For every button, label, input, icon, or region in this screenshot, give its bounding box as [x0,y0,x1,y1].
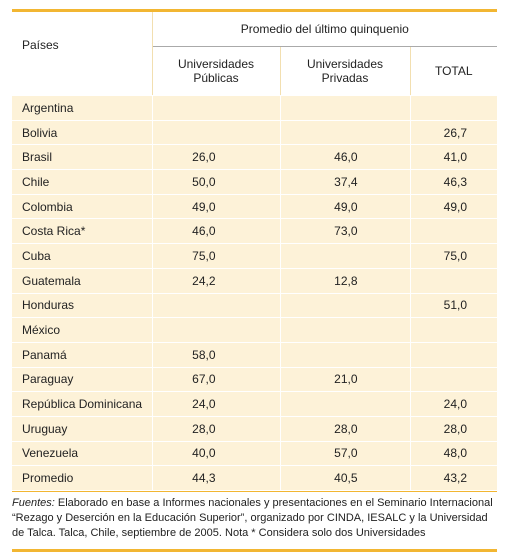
value-cell: 28,0 [280,416,411,442]
row-label: Promedio [12,465,153,491]
value-cell: 75,0 [410,243,497,269]
bottom-table-rule [12,491,497,492]
row-label: Paraguay [12,367,153,393]
header-cell: TOTAL [410,46,497,96]
value-cell: 41,0 [410,144,497,171]
value-cell [410,218,497,245]
top-rule [12,9,497,12]
value-cell: 46,3 [410,169,497,195]
row-label: Costa Rica* [12,218,153,245]
table-row: Honduras 51,0 [12,293,497,319]
value-cell: 75,0 [152,243,281,269]
table-row: México [12,317,497,343]
value-cell [152,120,281,146]
value-cell [152,293,281,319]
bottom-rule [12,549,497,552]
header-text: Universidades Privadas [306,57,384,85]
table-row: República Dominicana 24,0 24,0 [12,391,497,417]
table-frame: Países Promedio del último quinquenio Un… [12,9,497,552]
value-cell: 48,0 [410,441,497,467]
row-label: Bolivia [12,120,153,146]
value-cell: 24,0 [410,391,497,417]
table-row: Bolivia 26,7 [12,120,497,146]
footnote-text: Elaborado en base a Informes nacionales … [12,497,493,539]
header-cell: Universidades Públicas [152,46,281,96]
group-header: Promedio del último quinquenio [152,12,497,47]
table-row: Brasil 26,0 46,0 41,0 [12,144,497,171]
row-label: República Dominicana [12,391,153,417]
table-row: Promedio 44,3 40,5 43,2 [12,465,497,491]
value-cell [280,243,411,269]
value-cell: 28,0 [152,416,281,442]
value-cell: 46,0 [152,218,281,245]
row-label: Colombia [12,194,153,220]
footnote: Fuentes: Elaborado en base a Informes na… [4,496,502,541]
value-cell [410,268,497,294]
table-row: Chile 50,0 37,4 46,3 [12,169,497,195]
table-row: Uruguay 28,0 28,0 28,0 [12,416,497,442]
value-cell [280,317,411,343]
row-label: Brasil [12,144,153,171]
footnote-label: Fuentes: [12,497,55,509]
value-cell: 24,2 [152,268,281,294]
value-cell: 44,3 [152,465,281,491]
row-label: Guatemala [12,268,153,294]
table-body: Argentina Bolivia 26,7 Brasil 26,0 46,0 41,0 Ch… [12,95,497,491]
table-row: Panamá 58,0 [12,342,497,368]
value-cell [280,95,411,121]
value-cell: 46,0 [280,144,411,171]
row-label: Chile [12,169,153,195]
value-cell [152,95,281,121]
value-cell [280,391,411,417]
row-label: Honduras [12,293,153,319]
value-cell [280,342,411,368]
value-cell: 57,0 [280,441,411,467]
value-cell: 21,0 [280,367,411,393]
table-row: Venezuela 40,0 57,0 48,0 [12,441,497,467]
table-row: Argentina [12,95,497,121]
value-cell: 12,8 [280,268,411,294]
value-cell [280,120,411,146]
value-cell [410,317,497,343]
value-cell: 24,0 [152,391,281,417]
data-table: Países Promedio del último quinquenio Un… [12,12,497,491]
value-cell: 43,2 [410,465,497,491]
header-cell: Países [12,12,153,96]
value-cell: 49,0 [280,194,411,220]
value-cell [410,95,497,121]
row-label: México [12,317,153,343]
value-cell: 51,0 [410,293,497,319]
table-row: Cuba 75,0 75,0 [12,243,497,269]
value-cell: 73,0 [280,218,411,245]
value-cell [410,342,497,368]
row-label: Cuba [12,243,153,269]
value-cell: 50,0 [152,169,281,195]
value-cell: 28,0 [410,416,497,442]
row-label: Panamá [12,342,153,368]
value-cell: 37,4 [280,169,411,195]
value-cell: 40,0 [152,441,281,467]
value-cell: 67,0 [152,367,281,393]
value-cell [152,317,281,343]
table-row: Costa Rica* 46,0 73,0 [12,218,497,245]
table-row: Guatemala 24,2 12,8 [12,268,497,294]
value-cell: 49,0 [152,194,281,220]
table-row: Colombia 49,0 49,0 49,0 [12,194,497,220]
row-label: Venezuela [12,441,153,467]
value-cell: 49,0 [410,194,497,220]
value-cell: 26,0 [152,144,281,171]
value-cell: 58,0 [152,342,281,368]
row-label: Uruguay [12,416,153,442]
header-cell: Universidades Privadas [280,46,411,96]
value-cell [410,367,497,393]
row-label: Argentina [12,95,153,121]
header-text: Universidades Públicas [177,57,255,85]
value-cell: 40,5 [280,465,411,491]
value-cell: 26,7 [410,120,497,146]
table-row: Paraguay 67,0 21,0 [12,367,497,393]
value-cell [280,293,411,319]
